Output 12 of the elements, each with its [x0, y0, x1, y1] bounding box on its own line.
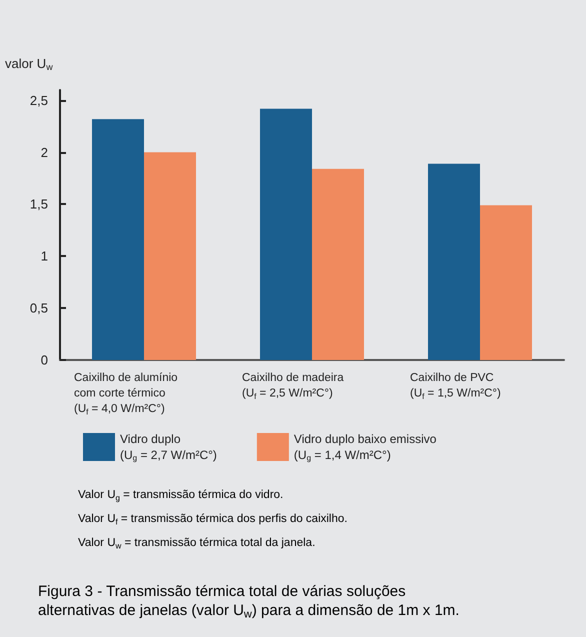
bar	[92, 119, 144, 360]
y-tick-label: 2	[40, 144, 48, 160]
y-tick-label: 1	[40, 248, 48, 264]
y-tick-label: 1,5	[30, 196, 48, 212]
bar	[428, 164, 480, 360]
bar	[260, 108, 312, 360]
y-tick-label: 2,5	[30, 92, 48, 108]
bar	[480, 205, 532, 360]
y-tick-label: 0	[40, 352, 48, 368]
y-tick-label: 0,5	[30, 300, 48, 316]
bar	[312, 168, 364, 360]
bar	[144, 152, 196, 360]
